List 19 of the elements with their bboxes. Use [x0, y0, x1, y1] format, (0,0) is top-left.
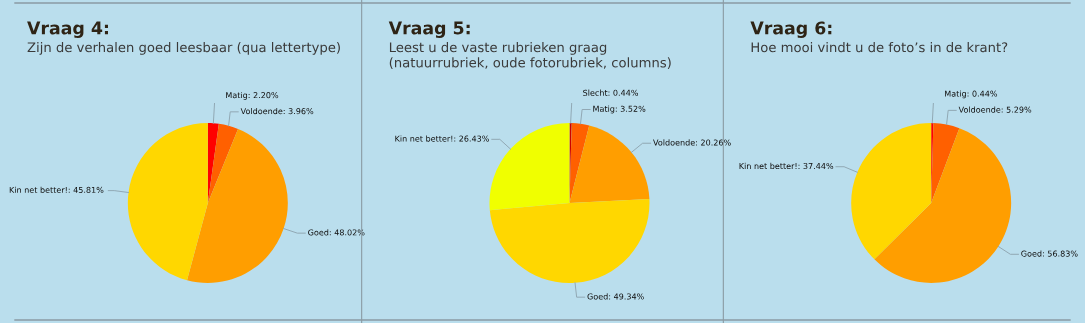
- slice-label: Voldoende: 3.96%: [240, 107, 314, 115]
- chart-title: Vraag 6:: [750, 21, 832, 38]
- slice-label: Kin net better!: 45.81%: [9, 186, 104, 193]
- chart-title: Vraag 5:: [388, 21, 470, 38]
- chart-title: Vraag 4:: [27, 21, 108, 38]
- chart-subtitle: Leest u de vaste rubrieken graag (natuurrubriek, oude fotorubriek, columns): [389, 42, 671, 70]
- slice-label: Goed: 48.02%: [308, 229, 365, 236]
- chart-subtitle: Hoe mooi vindt u de foto’s in de krant?: [751, 42, 1008, 53]
- slice-label: Kin net better!: 26.43%: [395, 135, 489, 142]
- slice-label: Slecht: 0.44%: [583, 89, 639, 96]
- slice-label: Goed: 56.83%: [1021, 250, 1078, 257]
- slice-label: Voldoende: 20.26%: [653, 139, 731, 146]
- slice-label: Matig: 0.44%: [945, 90, 998, 99]
- slice-label: Goed: 49.34%: [587, 293, 644, 300]
- slice-label: Voldoende: 5.29%: [958, 106, 1032, 113]
- chart-subtitle: Zijn de verhalen goed leesbaar (qua lettertype): [27, 42, 340, 55]
- slice-label: Matig: 3.52%: [593, 105, 646, 114]
- slice-label: Kin net better!: 37.44%: [739, 162, 834, 170]
- slice-label: Matig: 2.20%: [226, 91, 279, 100]
